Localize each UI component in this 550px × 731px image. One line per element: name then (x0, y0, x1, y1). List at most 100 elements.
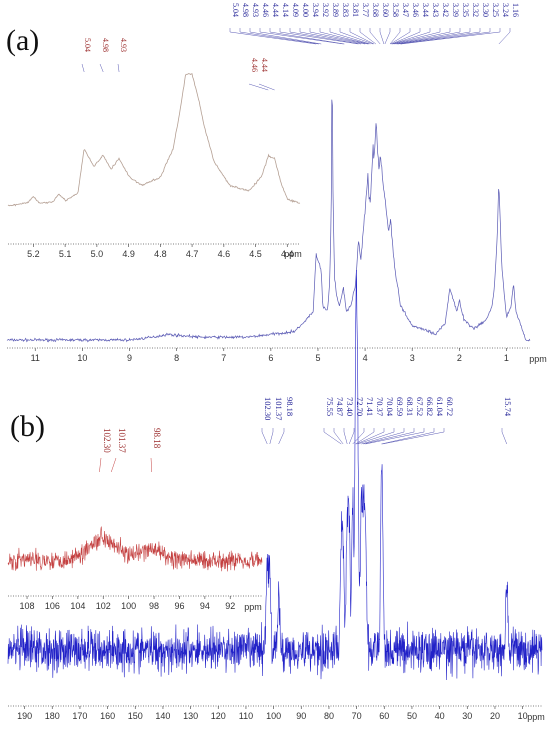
c-nmr-inset: 108 106 104 102 100 98 96 94 92 ppm (7, 526, 263, 612)
c-main-peak-label: 72.70 (355, 397, 365, 416)
c-main-peak-label: 69.59 (395, 397, 405, 416)
h-inset-tick-label: 4.7 (186, 249, 199, 259)
h-main-peak-label: 3.83 (341, 3, 350, 17)
h-main-peak-connector (319, 31, 369, 45)
panel-label-b: (b) (10, 410, 45, 443)
h-inset-peak-connector (99, 63, 104, 73)
c-main-tick-label: 20 (490, 711, 500, 721)
c-main-peak-connector (348, 431, 355, 445)
h-main-tick-label: 8 (174, 353, 179, 363)
c-main-peak-connector (357, 431, 395, 445)
c-main-tick-label: 70 (352, 711, 362, 721)
c-main-peak-connector (382, 431, 445, 445)
c-main-peak-connector (501, 431, 507, 445)
h-main-peak-label: 3.39 (451, 3, 460, 17)
h-main-peak-label: 5.04 (231, 3, 240, 17)
h-main-peak-label: 3.47 (401, 3, 410, 17)
h-inset-peak-label: 4.46 (250, 58, 259, 72)
h-main-peak-connector (369, 31, 381, 45)
c-main-tick-label: 10 (518, 711, 528, 721)
c-main-peak-label: 61.04 (435, 397, 445, 417)
c-main-tick-label: 50 (407, 711, 417, 721)
h-main-peak-label: 3.44 (421, 3, 430, 17)
h-main-peak-connector (400, 31, 501, 45)
c-main-peak-label: 67.52 (415, 397, 425, 416)
h-main-peak-connector (339, 31, 374, 45)
c-main-peak-label: 60.72 (445, 397, 455, 416)
h-main-peak-connector (391, 31, 431, 45)
h-main-peak-label: 4.00 (301, 3, 310, 17)
c-inset-peak-label: 98.18 (152, 428, 162, 449)
c-main-tick-label: 100 (266, 711, 281, 721)
c-main-tick-label: 120 (211, 711, 226, 721)
c-inset-axis-label: ppm (244, 602, 262, 612)
c-inset-tick-label: 92 (225, 601, 235, 611)
c-main-peak-connector (381, 431, 435, 445)
h-main-peak-label: 1.16 (511, 3, 520, 17)
h-main-peak-connector (397, 31, 471, 45)
h-main-peak-connector (259, 31, 344, 45)
h-main-peak-connector (249, 31, 322, 45)
c-main-peak-label: 70.37 (375, 397, 385, 416)
h-main-peak-connector (349, 31, 375, 45)
h-main-peak-connector (239, 31, 319, 45)
h-main-peak-connector (392, 31, 441, 45)
h-main-peak-label: 3.46 (411, 3, 420, 17)
h-main-peak-connector (498, 31, 511, 45)
c-inset-tick-label: 108 (20, 601, 35, 611)
h-main-tick-label: 6 (268, 353, 273, 363)
h-main-peak-connector (309, 31, 368, 45)
h-main-peak-label: 4.98 (241, 3, 250, 17)
c-main-peak-connector (323, 431, 342, 445)
c-main-tick-label: 90 (296, 711, 306, 721)
h-main-tick-label: 2 (457, 353, 462, 363)
c-main-peak-connector (355, 431, 375, 445)
c-main-peak-connector (361, 431, 405, 445)
h-main-peak-label: 4.09 (291, 3, 300, 17)
h-inset-tick-label: 4.6 (218, 249, 231, 259)
c-main-tick-label: 190 (17, 711, 32, 721)
c-main-tick-label: 30 (462, 711, 472, 721)
h-main-tick-label: 10 (77, 353, 87, 363)
c-main-tick-label: 80 (324, 711, 334, 721)
h-main-peak-label: 3.68 (371, 3, 380, 17)
h-main-peak-connector (229, 31, 317, 45)
h-inset-peak-connector (81, 63, 85, 73)
h-main-peak-label: 3.42 (441, 3, 450, 17)
c-inset-peak-label: 101.37 (117, 428, 127, 453)
c-main-tick-label: 170 (72, 711, 87, 721)
h-main-peak-connector (379, 31, 385, 45)
h-main-peak-label: 3.60 (381, 3, 390, 17)
h-inset-peak-label: 5.04 (83, 38, 92, 52)
h-main-peak-label: 3.94 (311, 3, 320, 17)
c-main-axis-label: ppm (527, 712, 545, 722)
h-main-peak-label: 3.35 (461, 3, 470, 17)
h-main-tick-label: 4 (363, 353, 368, 363)
c-inset-peak-connector (150, 457, 153, 473)
h-main-peak-label: 3.77 (361, 3, 370, 17)
h-inset-trace (7, 73, 301, 207)
h-main-peak-label: 3.81 (351, 3, 360, 17)
h-main-peak-connector (393, 31, 451, 45)
c-main-peak-label: 70.04 (385, 397, 395, 417)
c-inset-tick-label: 102 (96, 601, 111, 611)
c-nmr-main: 190 180 170 160 150 140 130 120 110 100 90 80 70 60 50… (7, 269, 545, 722)
panel-label-a: (a) (6, 24, 39, 57)
h-main-tick-label: 7 (221, 353, 226, 363)
c-inset-peak-label: 102.30 (102, 428, 112, 453)
c-main-peak-connector (278, 431, 285, 445)
h-inset-peak-label: 4.98 (101, 38, 110, 52)
h-inset-peak-label: 4.93 (119, 38, 128, 52)
c-main-peak-label: 98.18 (285, 397, 295, 416)
c-main-peak-label: 101.37 (274, 397, 284, 420)
c-inset-trace (7, 526, 263, 572)
h-main-peak-label: 3.89 (331, 3, 340, 17)
c-main-tick-label: 40 (435, 711, 445, 721)
h-main-peak-connector (359, 31, 377, 45)
c-main-peak-connector (363, 431, 415, 445)
h-main-tick-label: 3 (410, 353, 415, 363)
h-main-peak-label: 3.24 (501, 3, 510, 17)
